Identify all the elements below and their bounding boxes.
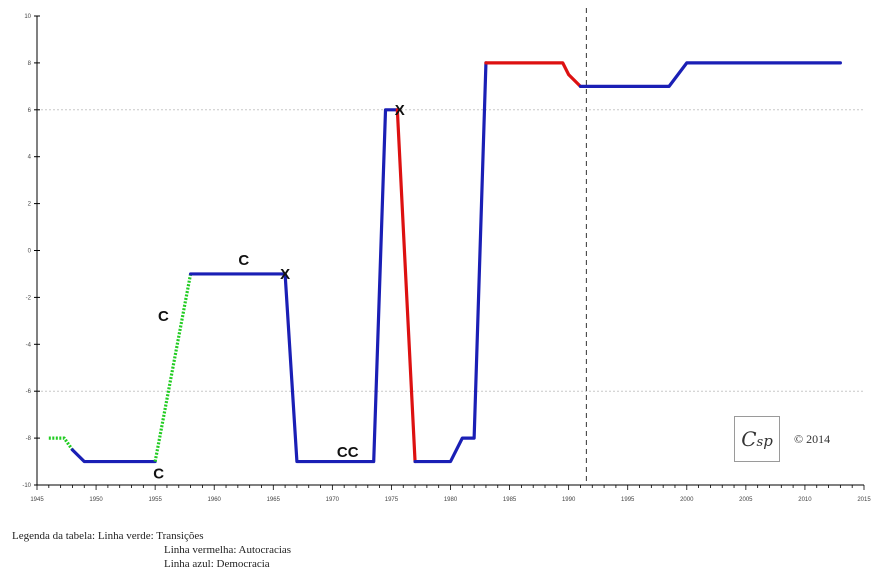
- annotation-c-label: CC: [337, 444, 359, 461]
- legend-line-blue: Linha azul: Democracia: [12, 557, 291, 571]
- series-line-2: [70, 448, 157, 464]
- x-tick-label: 1955: [148, 497, 162, 503]
- x-tick-label: 2005: [739, 497, 753, 503]
- copyright-text: © 2014: [794, 432, 831, 446]
- series-line-7: [484, 61, 583, 88]
- series-line-8: [578, 61, 842, 88]
- legend-blue-text: Linha azul: Democracia: [164, 558, 270, 570]
- series-line-6: [413, 61, 488, 464]
- x-tick-label: 1990: [562, 497, 576, 503]
- series-line-5: [395, 108, 417, 464]
- x-tick-label: 1960: [208, 497, 222, 503]
- x-tick-label: 1970: [326, 497, 340, 503]
- legend-line-green: Legenda da tabela: Linha verde: Transiçõ…: [12, 530, 204, 542]
- csp-logo: Csp: [734, 416, 780, 462]
- legend-line-red: Linha vermelha: Autocracias: [12, 543, 291, 557]
- x-tick-label: 1950: [89, 497, 103, 503]
- series-line-1: [48, 436, 74, 451]
- annotation-c-label: C: [238, 252, 249, 269]
- chart-plot: -10 -8 -6 -4 -2 0 2 4 6 8 10 1945 1950 1955 1960 1965 19…: [22, 8, 871, 503]
- x-tick-label: 1980: [444, 497, 458, 503]
- annotation-c-label: C: [153, 465, 164, 482]
- y-tick-label: -4: [26, 342, 32, 348]
- y-tick-label: 6: [28, 108, 32, 114]
- y-tick-label: 4: [28, 155, 32, 161]
- y-tick-label: -8: [26, 436, 32, 442]
- x-tick-label: 1995: [621, 497, 635, 503]
- x-tick-label: 2000: [680, 497, 694, 503]
- y-tick-label: -10: [22, 483, 31, 489]
- legend-red-text: Linha vermelha: Autocracias: [164, 544, 292, 556]
- y-tick-label: 8: [28, 61, 32, 67]
- y-tick-label: -2: [26, 295, 32, 301]
- x-tick-label: 2010: [798, 497, 812, 503]
- x-tick-label: 1965: [267, 497, 281, 503]
- y-tick-label: 2: [28, 202, 32, 208]
- series-line-4: [188, 108, 399, 464]
- series-line-3: [153, 273, 193, 462]
- x-tick-label: 1945: [30, 497, 44, 503]
- annotation-x-marker: X: [395, 102, 405, 119]
- annotation-x-marker: X: [280, 266, 290, 283]
- x-tick-label: 1975: [385, 497, 399, 503]
- x-tick-label: 2015: [857, 497, 871, 503]
- annotation-c-label: C: [158, 308, 169, 325]
- y-tick-label: 10: [24, 14, 31, 20]
- y-tick-label: -6: [26, 389, 32, 395]
- table-legend: Legenda da tabela: Linha verde: Transiçõ…: [12, 529, 291, 571]
- chart: -10 -8 -6 -4 -2 0 2 4 6 8 10 1945 1950 1955 1960 1965 19…: [22, 8, 871, 503]
- x-tick-label: 1985: [503, 497, 517, 503]
- csp-logo-mark: Csp: [741, 427, 773, 451]
- y-tick-label: 0: [28, 249, 32, 255]
